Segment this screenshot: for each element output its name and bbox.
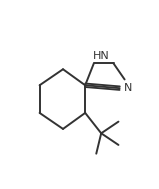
Text: HN: HN [93,51,110,61]
Text: N: N [123,83,132,93]
